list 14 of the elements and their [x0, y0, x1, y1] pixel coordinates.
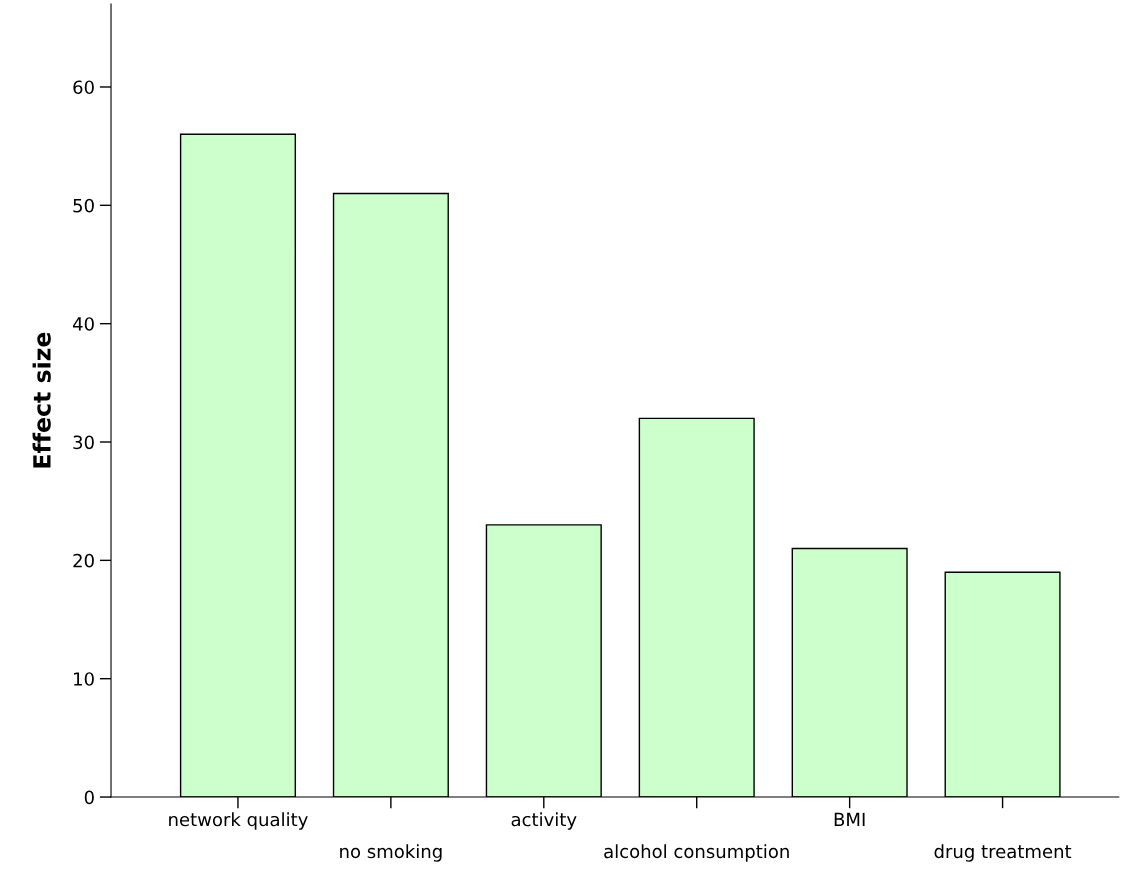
x-tick-label: network quality — [169, 812, 308, 830]
x-tick-label: no smoking — [340, 844, 442, 862]
y-tick-label: 10 — [74, 672, 94, 686]
y-tick-label: 0 — [84, 790, 94, 805]
y-tick-label: 30 — [73, 435, 94, 450]
y-tick-label: 40 — [72, 317, 94, 331]
x-tick-label: activity — [511, 812, 577, 830]
x-tick-label: BMI — [834, 812, 865, 827]
y-axis-title: Effect size — [32, 332, 51, 468]
y-tick-label: 20 — [73, 553, 94, 568]
x-tick-label: alcohol consumption — [604, 844, 789, 862]
y-tick-label: 50 — [73, 198, 94, 213]
x-tick-label: drug treatment — [934, 844, 1072, 862]
y-tick-label: 60 — [73, 80, 94, 95]
